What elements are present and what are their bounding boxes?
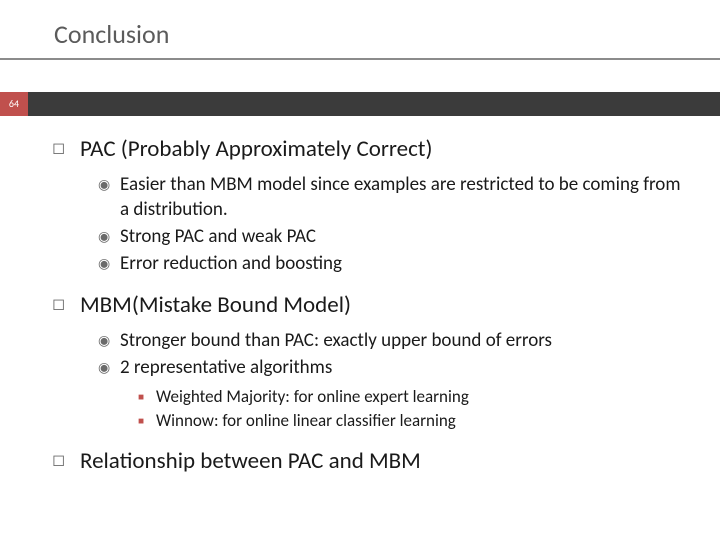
target-bullet-icon: ◉ (98, 328, 120, 353)
page-number-badge: 64 (0, 92, 28, 116)
target-bullet-icon: ◉ (98, 172, 120, 197)
list-item: ■ Winnow: for online linear classifier l… (138, 410, 692, 432)
list-item: ◉ Easier than MBM model since examples a… (98, 172, 692, 222)
sublist: ◉ Easier than MBM model since examples a… (98, 172, 692, 276)
list-item: ◻ MBM(Mistake Bound Model) (52, 290, 692, 320)
list-item-text: MBM(Mistake Bound Model) (80, 290, 351, 320)
title-underline (0, 58, 720, 60)
list-item: ◻ PAC (Probably Approximately Correct) (52, 134, 692, 164)
content-body: ◻ PAC (Probably Approximately Correct) ◉… (52, 134, 692, 484)
target-bullet-icon: ◉ (98, 224, 120, 249)
target-bullet-icon: ◉ (98, 251, 120, 276)
list-item: ◻ Relationship between PAC and MBM (52, 446, 692, 476)
target-bullet-icon: ◉ (98, 355, 120, 380)
list-item-text: Stronger bound than PAC: exactly upper b… (120, 328, 552, 353)
small-square-bullet-icon: ■ (138, 410, 156, 432)
square-bullet-icon: ◻ (52, 290, 80, 320)
slide: Conclusion 64 ◻ PAC (Probably Approximat… (0, 0, 720, 540)
header-bar (28, 92, 720, 116)
list-item: ◉ Error reduction and boosting (98, 251, 692, 276)
list-item-text: Strong PAC and weak PAC (120, 224, 316, 249)
list-item: ◉ 2 representative algorithms (98, 355, 692, 380)
list-item: ■ Weighted Majority: for online expert l… (138, 386, 692, 408)
list-item-text: 2 representative algorithms (120, 355, 332, 380)
sub-sublist: ■ Weighted Majority: for online expert l… (138, 386, 692, 432)
list-item: ◉ Strong PAC and weak PAC (98, 224, 692, 249)
square-bullet-icon: ◻ (52, 446, 80, 476)
list-item-text: PAC (Probably Approximately Correct) (80, 134, 432, 164)
list-item-text: Easier than MBM model since examples are… (120, 172, 692, 222)
list-item-text: Weighted Majority: for online expert lea… (156, 386, 469, 408)
slide-title: Conclusion (54, 18, 169, 50)
small-square-bullet-icon: ■ (138, 386, 156, 408)
list-item-text: Winnow: for online linear classifier lea… (156, 410, 456, 432)
list-item-text: Error reduction and boosting (120, 251, 342, 276)
square-bullet-icon: ◻ (52, 134, 80, 164)
list-item: ◉ Stronger bound than PAC: exactly upper… (98, 328, 692, 353)
sublist: ◉ Stronger bound than PAC: exactly upper… (98, 328, 692, 432)
list-item-text: Relationship between PAC and MBM (80, 446, 421, 476)
